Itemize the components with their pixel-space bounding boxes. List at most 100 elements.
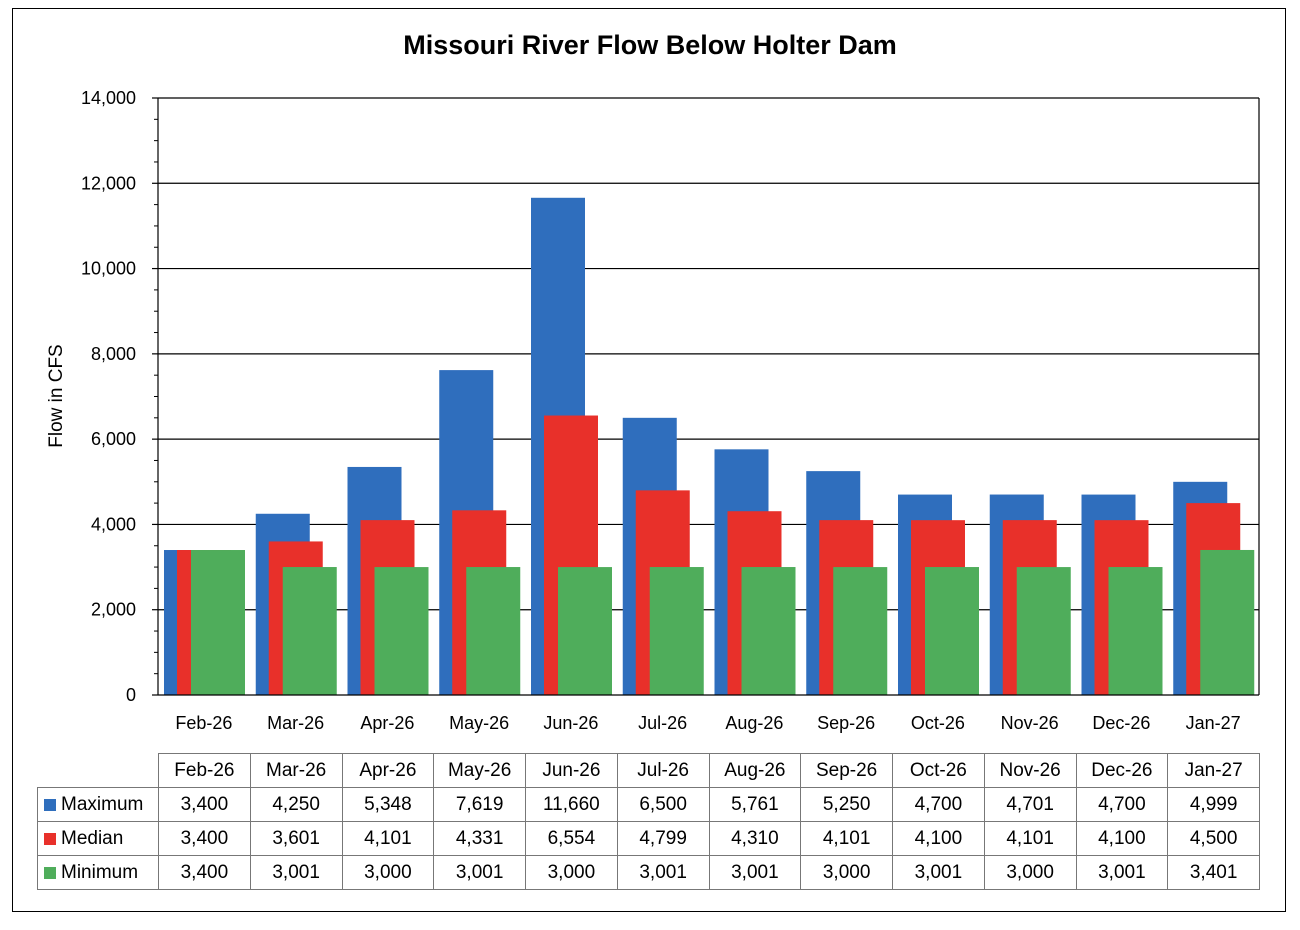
chart-title: Missouri River Flow Below Holter Dam [403,30,897,60]
data-table: Feb-26 Mar-26 Apr-26 May-26 Jun-26 Jul-26 Aug-… [37,753,1260,890]
table-cell: 4,101 [341,821,435,856]
legend-label: Maximum [61,793,144,815]
x-tick-label: Jul-26 [638,713,687,733]
table-cell: 4,100 [892,821,985,856]
table-cell: 4,500 [1167,821,1260,856]
legend-entry: Maximum [37,787,159,822]
legend-swatch [44,866,56,879]
table-cell: 3,001 [433,855,526,890]
table-cell: 3,400 [158,821,251,856]
table-header-cell: Jan-27 [1167,753,1260,788]
table-cell: 4,100 [1075,821,1169,856]
bar-minimum [1108,567,1163,695]
table-cell: 3,601 [249,821,343,856]
table-row: Median 3,400 3,601 4,101 4,331 6,554 4,799 4,31… [37,821,1260,856]
gridlines [158,97,1259,611]
table-cell: 4,701 [983,787,1077,822]
table-cell: 5,761 [708,787,802,822]
axes: 0 2,000 4,000 6,000 8,000 10,000 12,000 14,000 F… [81,88,1260,733]
table-row: Minimum 3,400 3,001 3,000 3,001 3,000 3,001 3,0… [37,855,1260,890]
legend-label: Minimum [61,861,139,883]
table-cell: 3,001 [616,855,710,890]
table-header-cell: Dec-26 [1075,753,1169,788]
bar-minimum [741,567,796,695]
table-cell: 3,001 [1075,855,1169,890]
x-tick-label: Jan-27 [1186,713,1241,733]
table-cell: 4,250 [249,787,343,822]
bars [164,197,1255,695]
table-header-cell: Mar-26 [249,753,343,788]
legend-entry: Minimum [37,855,159,890]
table-cell: 3,000 [341,855,435,890]
bar-minimum [466,567,521,695]
table-cell: 3,000 [525,855,618,890]
y-tick-label: 0 [126,685,136,705]
bar-minimum [833,567,888,695]
x-tick-label: Aug-26 [725,713,783,733]
table-cell: 3,001 [708,855,802,890]
bar-minimum [1200,549,1255,695]
table-cell: 5,348 [341,787,435,822]
table-cell: 3,001 [249,855,343,890]
y-tick-label: 2,000 [91,600,136,620]
table-corner [37,753,159,788]
table-cell: 4,700 [1075,787,1169,822]
table-cell: 4,310 [708,821,802,856]
x-tick-label: Oct-26 [911,713,965,733]
table-header-cell: Sep-26 [800,753,893,788]
table-cell: 5,250 [800,787,893,822]
table-cell: 4,999 [1167,787,1260,822]
table-header-cell: Jul-26 [616,753,710,788]
x-tick-label: Jun-26 [543,713,598,733]
table-cell: 3,400 [158,855,251,890]
x-tick-label: Nov-26 [1001,713,1059,733]
table-cell: 3,000 [800,855,893,890]
table-cell: 3,401 [1167,855,1260,890]
table-cell: 4,101 [800,821,893,856]
legend-swatch [44,798,56,811]
table-header-cell: Aug-26 [708,753,802,788]
legend-entry: Median [37,821,159,856]
table-header-cell: Feb-26 [158,753,251,788]
table-cell: 6,554 [525,821,618,856]
table-header-row: Feb-26 Mar-26 Apr-26 May-26 Jun-26 Jul-26 Aug-… [37,753,1260,788]
table-cell: 3,400 [158,787,251,822]
y-tick-label: 6,000 [91,429,136,449]
x-tick-label: Feb-26 [175,713,232,733]
bar-minimum [1016,567,1071,695]
table-header-cell: Nov-26 [983,753,1077,788]
table-header-cell: May-26 [433,753,526,788]
y-tick-label: 12,000 [81,173,136,193]
table-header-cell: Jun-26 [525,753,618,788]
legend-label: Median [61,827,124,849]
legend-swatch [44,832,56,845]
table-cell: 11,660 [525,787,618,822]
bar-minimum [282,567,337,695]
table-header-cell: Apr-26 [341,753,435,788]
y-tick-label: 14,000 [81,88,136,108]
x-tick-label: May-26 [449,713,509,733]
table-cell: 4,700 [892,787,985,822]
x-tick-label: Apr-26 [360,713,414,733]
table-cell: 4,101 [983,821,1077,856]
bar-minimum [374,567,429,695]
bar-minimum [925,567,979,695]
y-tick-label: 10,000 [81,259,136,279]
y-tick-label: 8,000 [91,344,136,364]
table-cell: 7,619 [433,787,526,822]
table-header-cell: Oct-26 [892,753,985,788]
bar-minimum [191,550,245,695]
x-tick-label: Sep-26 [817,713,875,733]
table-cell: 4,799 [616,821,710,856]
y-axis-label: Flow in CFS [46,344,67,447]
table-cell: 6,500 [616,787,710,822]
table-cell: 3,000 [983,855,1077,890]
table-cell: 4,331 [433,821,526,856]
x-tick-label: Mar-26 [267,713,324,733]
table-cell: 3,001 [892,855,985,890]
bar-minimum [649,567,704,695]
bar-minimum [558,567,612,695]
x-tick-label: Dec-26 [1092,713,1150,733]
y-tick-label: 4,000 [91,514,136,534]
